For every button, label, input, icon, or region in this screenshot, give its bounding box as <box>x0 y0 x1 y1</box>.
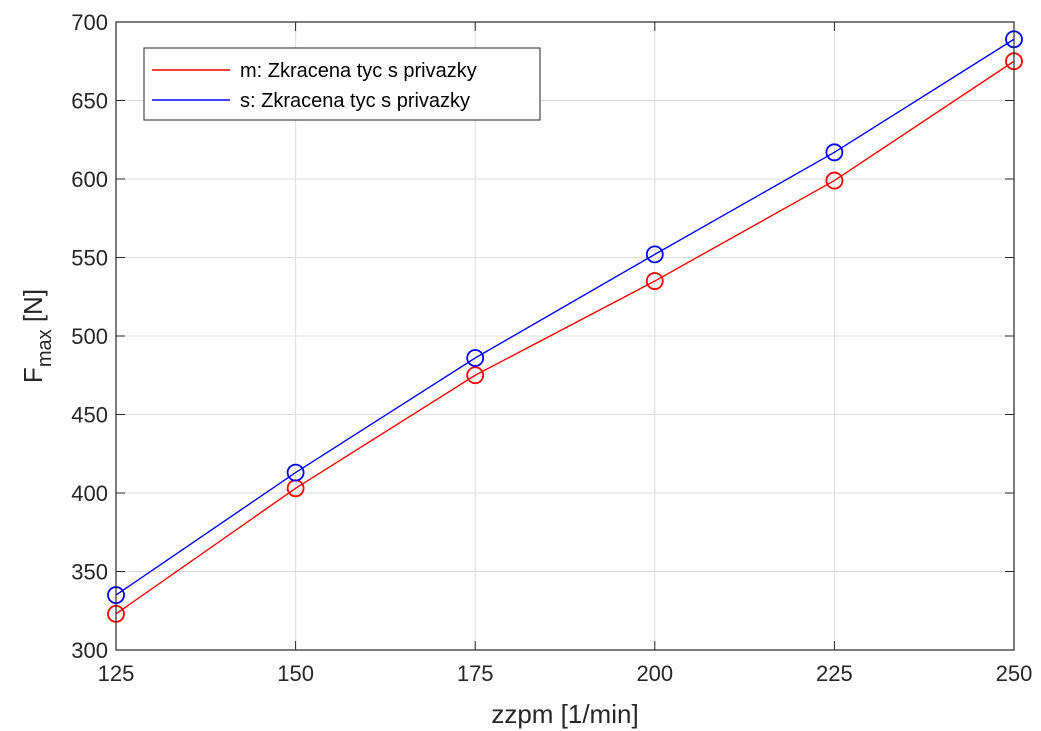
x-tick-label: 150 <box>277 661 314 686</box>
x-axis-label: zzpm [1/min] <box>491 699 638 729</box>
data-point-0 <box>825 171 844 190</box>
y-tick-label: 400 <box>71 481 108 506</box>
y-tick-label: 550 <box>71 246 108 271</box>
y-tick-label: 500 <box>71 324 108 349</box>
legend-box <box>143 47 541 121</box>
y-tick-label: 350 <box>71 560 108 585</box>
y-tick-label: 600 <box>71 167 108 192</box>
y-tick-label: 450 <box>71 403 108 428</box>
x-tick-label: 200 <box>636 661 673 686</box>
data-point-1 <box>645 245 664 264</box>
data-point-0 <box>645 272 664 290</box>
data-point-1 <box>286 463 305 482</box>
x-tick-label: 225 <box>816 661 853 686</box>
y-axis-label-main: F <box>18 367 48 383</box>
x-tick-label: 175 <box>457 661 494 686</box>
y-tick-label: 650 <box>71 89 108 114</box>
y-tick-label: 700 <box>71 10 108 35</box>
y-tick-label: 300 <box>71 638 108 663</box>
y-axis-label: Fmax [N] <box>18 289 56 383</box>
x-tick-label: 250 <box>996 661 1033 686</box>
data-point-1 <box>825 143 844 162</box>
series-line-0 <box>115 60 1015 615</box>
legend-label-m: m: Zkracena tyc s privazky <box>240 60 477 82</box>
legend-label-s: s: Zkracena tyc s privazky <box>240 90 470 112</box>
y-axis-label-sub: max <box>34 329 56 367</box>
x-tick-label: 125 <box>98 661 135 686</box>
series-line-1 <box>115 38 1015 596</box>
data-point-0 <box>466 366 485 385</box>
legend: m: Zkracena tyc s privazky s: Zkracena t… <box>143 47 541 121</box>
data-point-1 <box>466 349 485 367</box>
axis-ticks: 125 150 175 200 225 250 300 350 400 450 500 550 600 6… <box>71 10 1032 686</box>
y-axis-label-unit: [N] <box>18 289 48 329</box>
